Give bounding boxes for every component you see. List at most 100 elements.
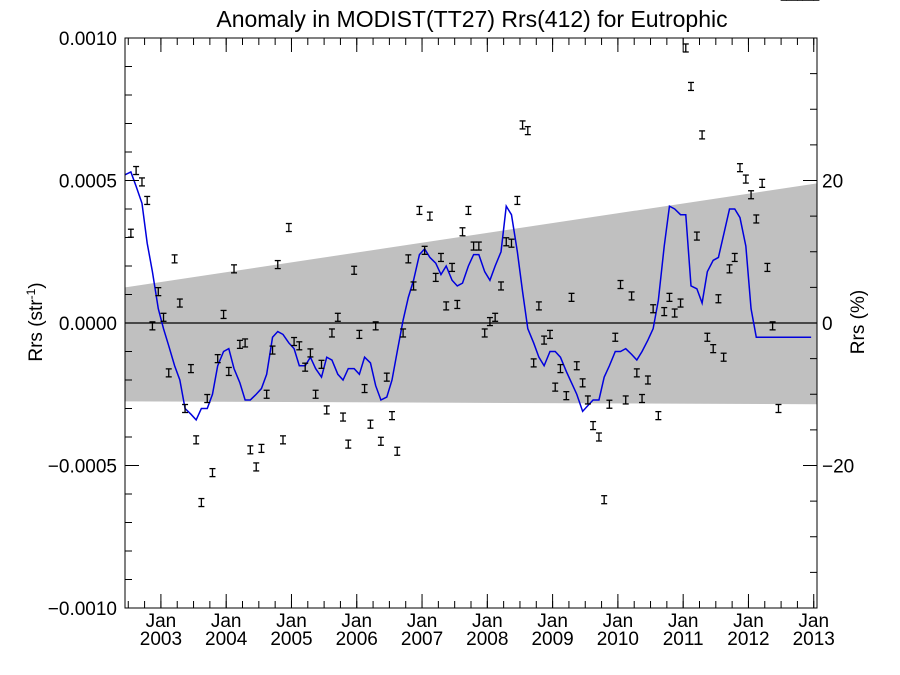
- data-point: [748, 190, 755, 200]
- data-point: [563, 391, 570, 401]
- data-point: [410, 281, 417, 291]
- data-point: [236, 339, 243, 350]
- data-point: [454, 299, 461, 310]
- y-tick-label-left: 0.0000: [59, 314, 117, 335]
- data-point: [340, 412, 347, 422]
- data-point: [710, 343, 717, 354]
- x-tick-label-month: Jan: [537, 611, 568, 632]
- data-point: [606, 399, 613, 409]
- y-tick-label-left: 0.0010: [59, 29, 117, 50]
- data-point: [242, 338, 249, 348]
- y-tick-label-right: 0: [822, 314, 833, 335]
- data-point: [666, 292, 673, 303]
- data-point: [644, 375, 651, 385]
- data-point: [753, 214, 760, 224]
- x-tick-label-month: Jan: [733, 611, 764, 632]
- data-point: [133, 165, 140, 176]
- data-point: [633, 368, 640, 378]
- data-point: [688, 81, 695, 92]
- data-point: [285, 222, 292, 233]
- data-point: [165, 368, 172, 378]
- data-point: [655, 410, 662, 421]
- y-tick-label-right: −20: [822, 457, 854, 478]
- tick-marks: [125, 37, 817, 609]
- x-tick-label-year: 2013: [793, 629, 835, 650]
- data-point: [296, 341, 303, 351]
- data-point: [144, 195, 151, 206]
- y-tick-label-right: 20: [822, 172, 843, 193]
- data-point: [269, 345, 276, 355]
- data-point: [449, 262, 456, 273]
- data-point: [492, 312, 499, 322]
- data-point: [481, 328, 488, 338]
- data-point: [650, 304, 657, 314]
- data-point: [742, 174, 749, 184]
- data-point: [225, 366, 232, 377]
- data-point: [160, 312, 167, 322]
- data-point: [524, 125, 531, 136]
- data-point: [312, 389, 319, 399]
- data-point: [699, 130, 706, 140]
- data-point: [486, 316, 493, 327]
- data-point: [279, 435, 286, 445]
- data-point: [682, 43, 689, 53]
- mean-line-layer: [124, 170, 812, 422]
- data-point: [693, 231, 700, 241]
- x-tick-label-year: 2010: [597, 629, 639, 650]
- x-tick-label-year: 2004: [205, 629, 248, 650]
- y-tick-label-left: −0.0010: [48, 599, 117, 620]
- data-point: [736, 163, 743, 173]
- data-point: [258, 443, 265, 454]
- data-point: [421, 245, 428, 255]
- data-point: [677, 298, 684, 308]
- data-point: [443, 301, 450, 311]
- data-point: [475, 241, 482, 251]
- y-axis-label-left: Rrs (str-1): [24, 282, 47, 361]
- data-point: [519, 120, 526, 130]
- data-point: [622, 395, 629, 405]
- data-point: [541, 335, 548, 345]
- data-point: [764, 262, 771, 273]
- data-point: [503, 237, 510, 247]
- data-point: [416, 205, 423, 216]
- x-tick-label-month: Jan: [668, 611, 699, 632]
- data-point: [601, 495, 608, 505]
- data-point: [437, 252, 444, 263]
- data-point: [726, 264, 733, 274]
- data-point: [590, 420, 597, 431]
- data-point: [508, 238, 515, 248]
- data-point: [671, 308, 678, 318]
- x-tick-label-month: Jan: [603, 611, 634, 632]
- data-point: [546, 329, 553, 340]
- data-point: [274, 259, 281, 270]
- data-point: [535, 301, 542, 311]
- data-point: [552, 382, 559, 392]
- data-point: [584, 395, 591, 405]
- data-point: [383, 372, 390, 382]
- data-point: [372, 321, 379, 331]
- data-point: [155, 286, 162, 297]
- data-point: [263, 389, 270, 399]
- data-point: [432, 272, 439, 283]
- tick-labels: −0.0010 −0.0005 0.0000 0.0005 0.0010 −20 0 20 Ja…: [48, 29, 854, 650]
- data-point: [291, 336, 298, 347]
- data-point: [426, 211, 433, 221]
- data-point: [367, 419, 374, 429]
- data-point: [345, 439, 352, 449]
- data-point: [405, 254, 412, 264]
- x-tick-label-year: 2009: [531, 629, 573, 650]
- data-point: [759, 178, 766, 189]
- data-point: [661, 306, 668, 317]
- data-point: [704, 332, 711, 342]
- data-point: [171, 254, 178, 264]
- data-point: [307, 348, 314, 358]
- data-point: [351, 265, 358, 275]
- data-point: [459, 227, 466, 237]
- x-tick-label-month: Jan: [276, 611, 307, 632]
- data-point: [356, 329, 363, 340]
- data-point: [579, 378, 586, 388]
- data-point: [628, 291, 635, 301]
- x-tick-label-year: 2012: [727, 629, 769, 650]
- data-point: [377, 436, 384, 446]
- data-point: [214, 353, 221, 364]
